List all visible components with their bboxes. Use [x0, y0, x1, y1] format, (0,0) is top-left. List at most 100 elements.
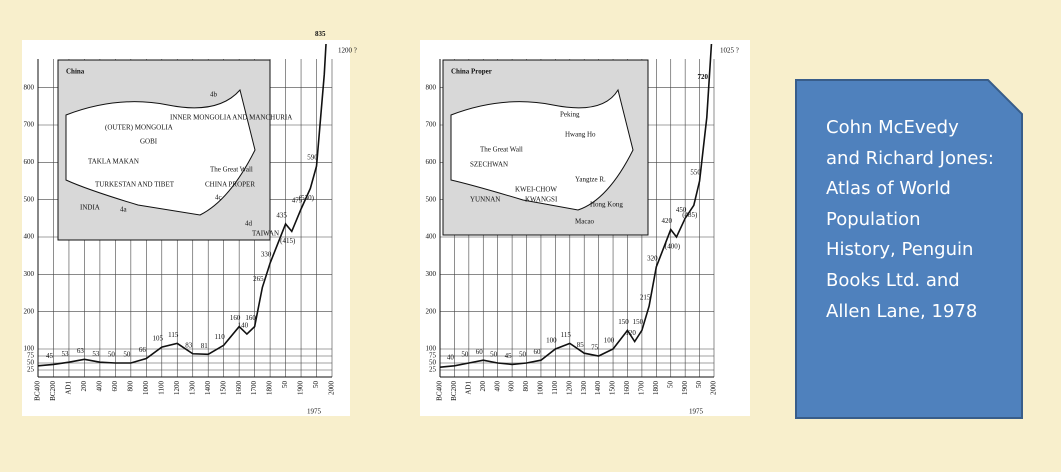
value-label: 50	[108, 351, 116, 359]
value-label: (400)	[665, 243, 681, 251]
value-label: 105	[153, 335, 164, 343]
x-tick-label: 1700	[638, 381, 646, 396]
y-tick-label: 25	[27, 366, 35, 374]
x-tick-label: 1300	[580, 381, 588, 396]
map-label: The Great Wall	[480, 146, 523, 154]
value-label: 115	[561, 331, 572, 339]
y-tick-label: 100	[426, 345, 437, 353]
x-tick-label: 2000	[328, 381, 336, 396]
data-line	[37, 44, 327, 367]
x-tick-label: 800	[126, 381, 134, 392]
value-label: 330	[261, 251, 272, 259]
x-tick-label: BC200	[450, 381, 458, 401]
x-tick-label: 400	[493, 381, 501, 392]
value-label: 150	[618, 318, 629, 326]
value-label: 60	[533, 348, 541, 356]
x-tick-label: 1300	[188, 381, 196, 396]
y-tick-label: 75	[27, 352, 35, 360]
value-label: 450	[676, 206, 687, 214]
value-label: 60	[476, 348, 484, 356]
x-tick-label: 200	[80, 381, 88, 392]
y-tick-label: 25	[429, 366, 437, 374]
x-tick-label: 1600	[235, 381, 243, 396]
map-label: Peking	[560, 111, 580, 119]
value-label: (485)	[682, 211, 698, 219]
value-label: 835	[315, 30, 326, 38]
map-label: Macao	[575, 218, 595, 226]
x-tick-label: AD1	[464, 381, 472, 395]
y-tick-label: 50	[27, 359, 35, 367]
map-label: INNER MONGOLIA AND MANCHURIA	[170, 114, 292, 122]
x-tick-label: 1500	[609, 381, 617, 396]
x-tick-label: 1400	[594, 381, 602, 396]
x-tick-label: 1100	[157, 381, 165, 395]
x-tick-label: 200	[479, 381, 487, 392]
value-label: 63	[77, 347, 85, 355]
x-note: 1975	[689, 408, 704, 416]
value-label: 420	[661, 217, 672, 225]
map-label: INDIA	[80, 204, 100, 212]
x-tick-label: 1900	[297, 381, 305, 396]
x-tick-label: 50	[281, 381, 289, 389]
map-label: YUNNAN	[470, 196, 500, 204]
value-label: 550	[690, 169, 701, 177]
inset-land	[450, 88, 634, 211]
y-tick-label: 800	[426, 83, 437, 91]
map-label: The Great Wall	[210, 166, 253, 174]
y-tick-label: 700	[24, 121, 35, 129]
map-label: GOBI	[140, 138, 158, 146]
value-label: 100	[546, 337, 557, 345]
x-tick-label: 600	[508, 381, 516, 392]
value-label: 215	[640, 294, 651, 302]
map-label: CHINA PROPER	[205, 181, 255, 189]
value-label: 40	[447, 353, 455, 361]
x-tick-label: 1200	[173, 381, 181, 396]
map-label: 4d	[245, 220, 253, 228]
inset-title: China Proper	[451, 68, 492, 76]
data-line	[439, 44, 713, 368]
y-tick-label: 600	[426, 158, 437, 166]
x-tick-label: 1700	[250, 381, 258, 396]
value-label: 50	[461, 351, 469, 359]
value-label: 50	[519, 351, 527, 359]
map-label: KWEI-CHOW	[515, 186, 557, 194]
value-label: 150	[633, 318, 644, 326]
value-label: 1200 ?	[338, 47, 357, 55]
value-label: 66	[139, 346, 147, 354]
x-tick-label: AD1	[65, 381, 73, 395]
y-tick-label: 75	[429, 352, 437, 360]
x-tick-label: 400	[96, 381, 104, 392]
map-label: Yangtze R.	[575, 176, 606, 184]
value-label: 45	[46, 352, 54, 360]
value-label: 160	[230, 314, 241, 322]
value-label: 160	[245, 314, 256, 322]
map-label: TAKLA MAKAN	[88, 158, 139, 166]
value-label: 140	[238, 322, 249, 330]
map-label: 4b	[210, 91, 218, 99]
x-tick-label: 1900	[681, 381, 689, 396]
inset-title: China	[66, 68, 85, 76]
value-label: 590	[307, 154, 318, 162]
y-tick-label: 400	[24, 233, 35, 241]
value-label: 720	[698, 73, 709, 81]
value-label: 81	[201, 342, 209, 350]
x-tick-label: 600	[111, 381, 119, 392]
x-tick-label: 1400	[204, 381, 212, 396]
value-label: 115	[168, 331, 179, 339]
value-label: 120	[625, 329, 636, 337]
value-label: 53	[61, 350, 69, 358]
x-tick-label: 1600	[623, 381, 631, 396]
value-label: 50	[123, 351, 131, 359]
y-tick-label: 500	[24, 195, 35, 203]
value-label: 1025 ?	[720, 47, 739, 55]
map-label: 4c	[215, 194, 222, 202]
y-tick-label: 100	[24, 345, 35, 353]
y-tick-label: 200	[24, 307, 35, 315]
x-tick-label: 1800	[266, 381, 274, 396]
x-tick-label: 50	[695, 381, 703, 389]
map-label: Hong Kong	[590, 201, 623, 209]
y-tick-label: 300	[24, 270, 35, 278]
y-tick-label: 500	[426, 195, 437, 203]
value-label: 110	[215, 333, 226, 341]
